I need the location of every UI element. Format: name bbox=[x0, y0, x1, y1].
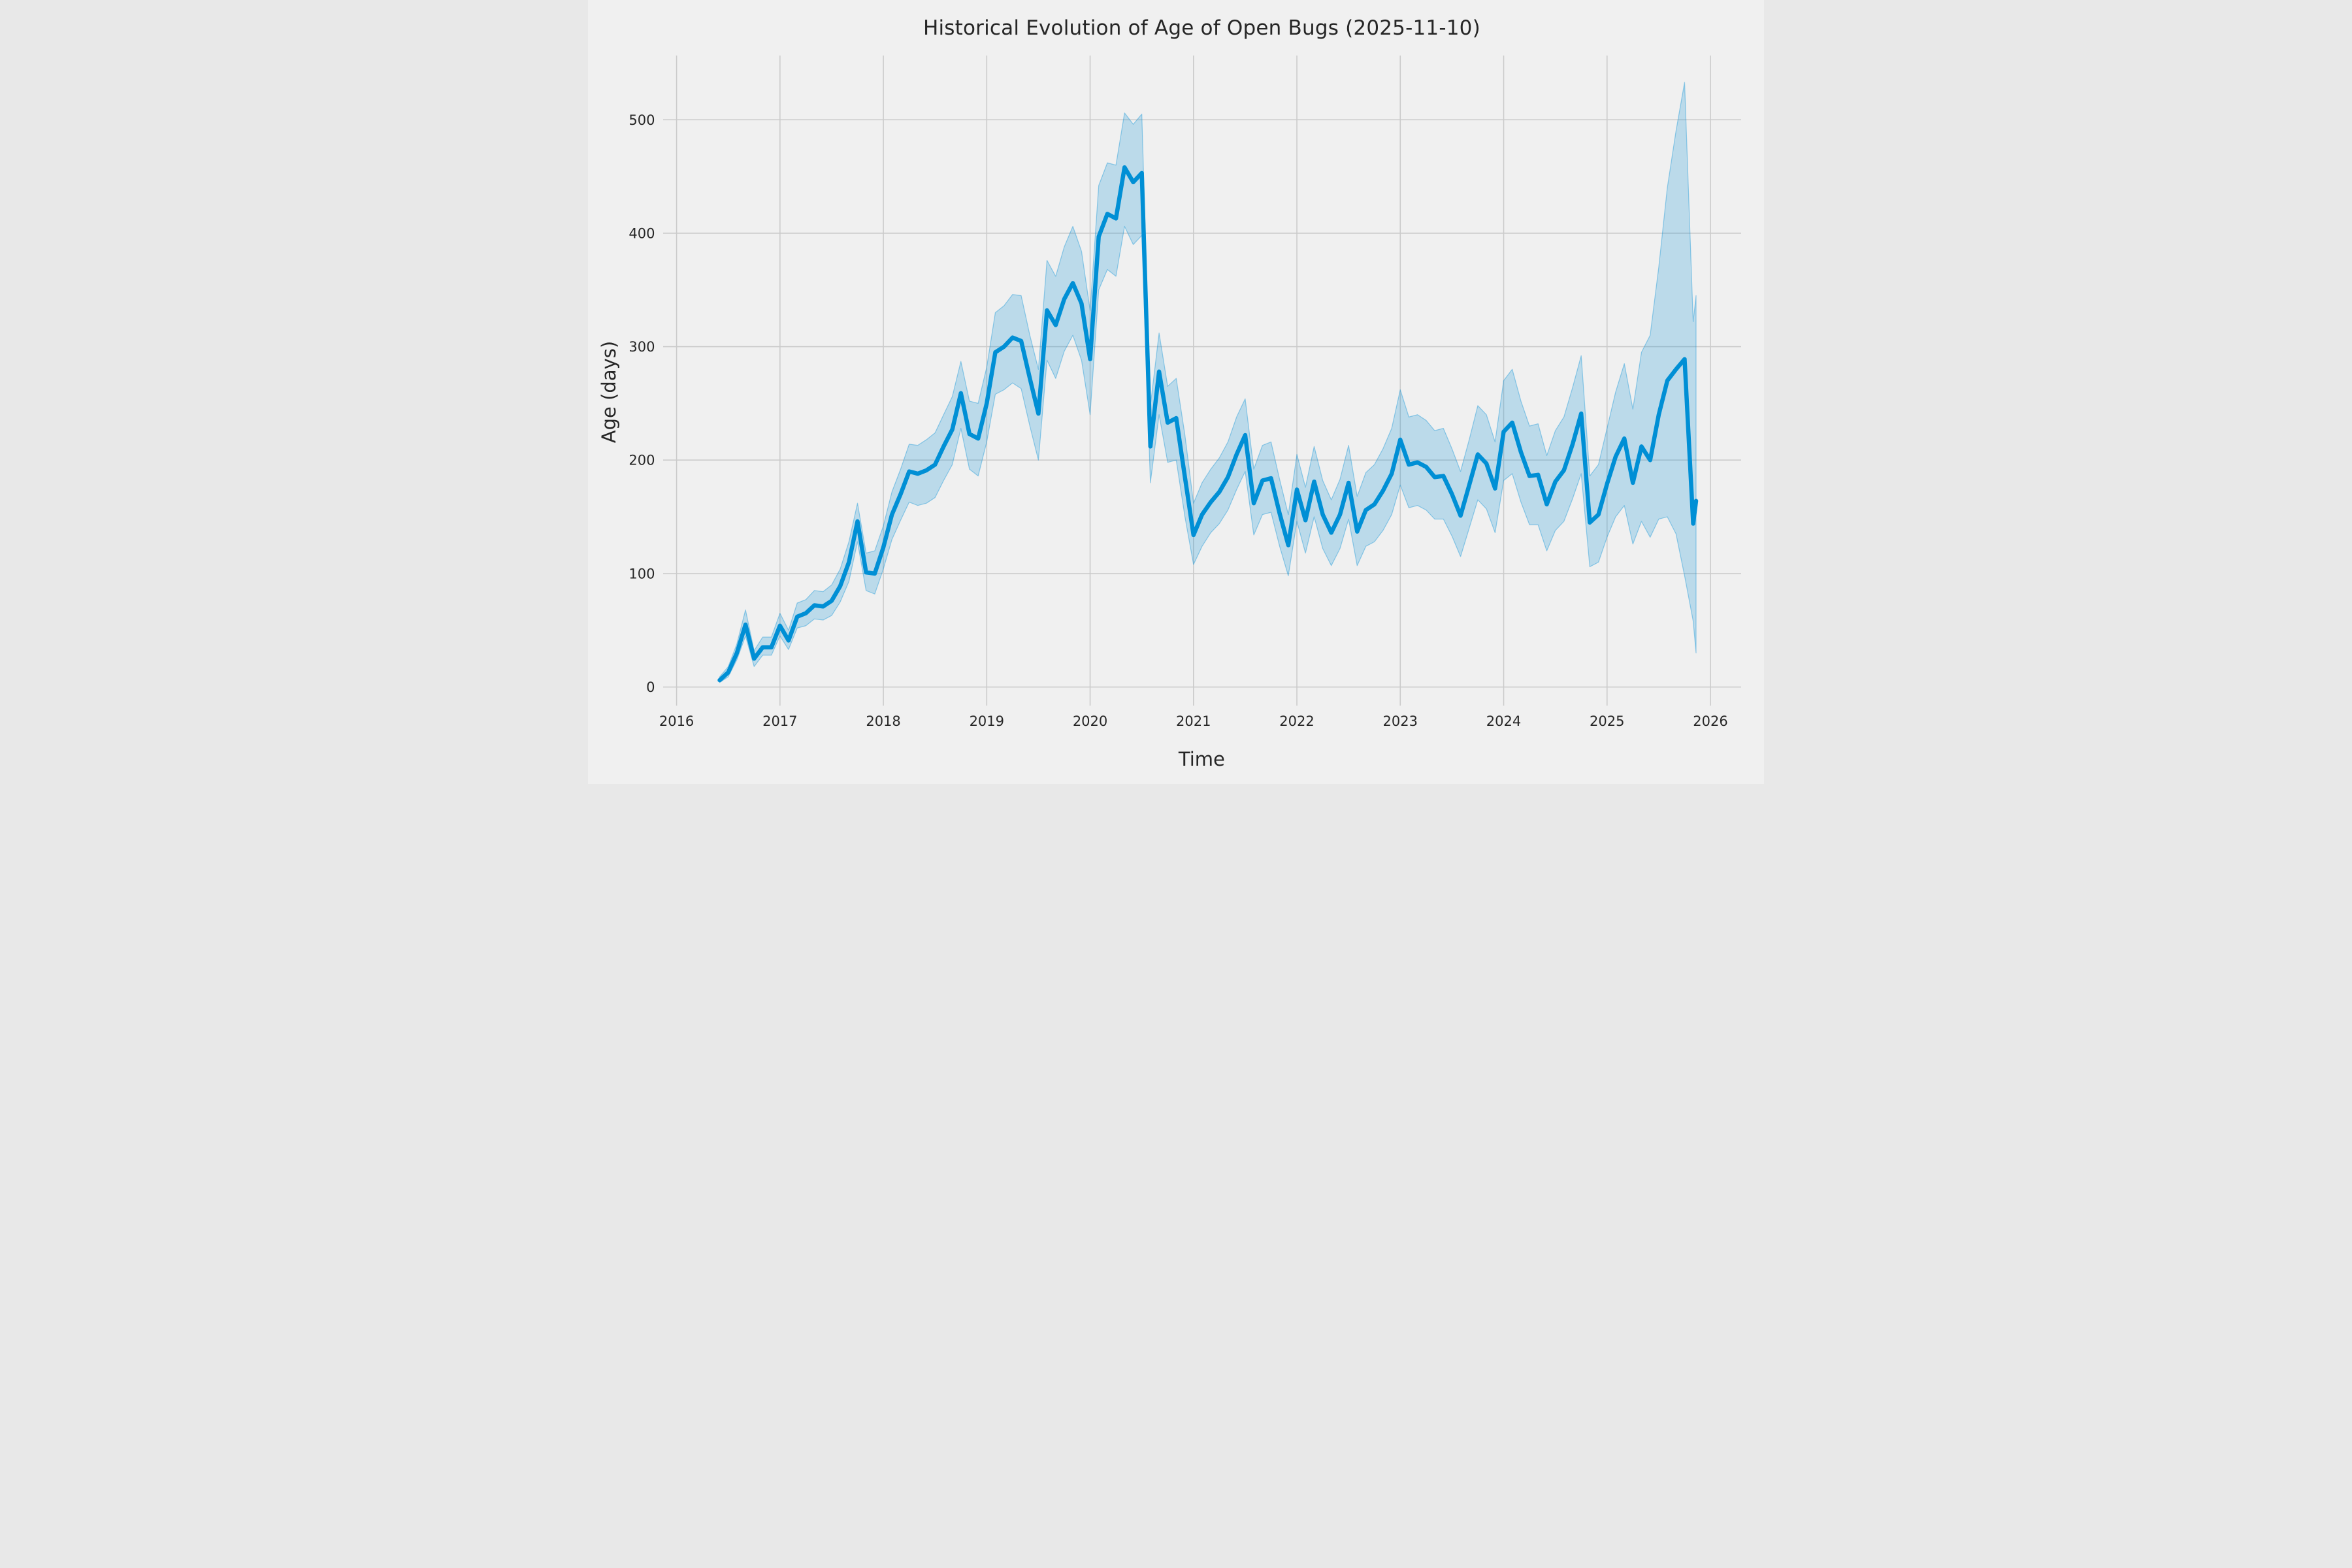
figure: 2016 2017 2018 2019 2020 2021 2022 2023 2024 2025… bbox=[588, 0, 1764, 784]
svg-text:2024: 2024 bbox=[1486, 713, 1521, 729]
svg-text:200: 200 bbox=[629, 453, 655, 468]
svg-text:2023: 2023 bbox=[1383, 713, 1418, 729]
svg-text:2022: 2022 bbox=[1279, 713, 1314, 729]
svg-text:300: 300 bbox=[629, 339, 655, 355]
line-chart: 2016 2017 2018 2019 2020 2021 2022 2023 2024 2025… bbox=[629, 56, 1741, 729]
svg-text:400: 400 bbox=[629, 225, 655, 241]
svg-text:2018: 2018 bbox=[866, 713, 900, 729]
confidence-band bbox=[719, 82, 1697, 683]
y-axis-label-wrap: Age (days) bbox=[588, 0, 630, 784]
svg-text:2017: 2017 bbox=[762, 713, 797, 729]
svg-text:2021: 2021 bbox=[1176, 713, 1211, 729]
gridlines bbox=[663, 56, 1741, 706]
data-line bbox=[717, 165, 1699, 683]
svg-text:0: 0 bbox=[646, 679, 655, 695]
x-tick-labels: 2016 2017 2018 2019 2020 2021 2022 2023 2024 2025… bbox=[659, 713, 1728, 729]
x-axis-label: Time bbox=[1178, 747, 1225, 770]
svg-text:2026: 2026 bbox=[1693, 713, 1727, 729]
chart-title: Historical Evolution of Age of Open Bugs… bbox=[923, 16, 1480, 41]
y-tick-labels: 0 100 200 300 400 500 bbox=[629, 112, 655, 695]
svg-text:2025: 2025 bbox=[1590, 713, 1624, 729]
svg-text:500: 500 bbox=[629, 112, 655, 128]
svg-text:2019: 2019 bbox=[970, 713, 1004, 729]
y-axis-label: Age (days) bbox=[598, 340, 621, 444]
svg-text:2020: 2020 bbox=[1073, 713, 1107, 729]
svg-text:2016: 2016 bbox=[659, 713, 694, 729]
svg-text:100: 100 bbox=[629, 566, 655, 581]
